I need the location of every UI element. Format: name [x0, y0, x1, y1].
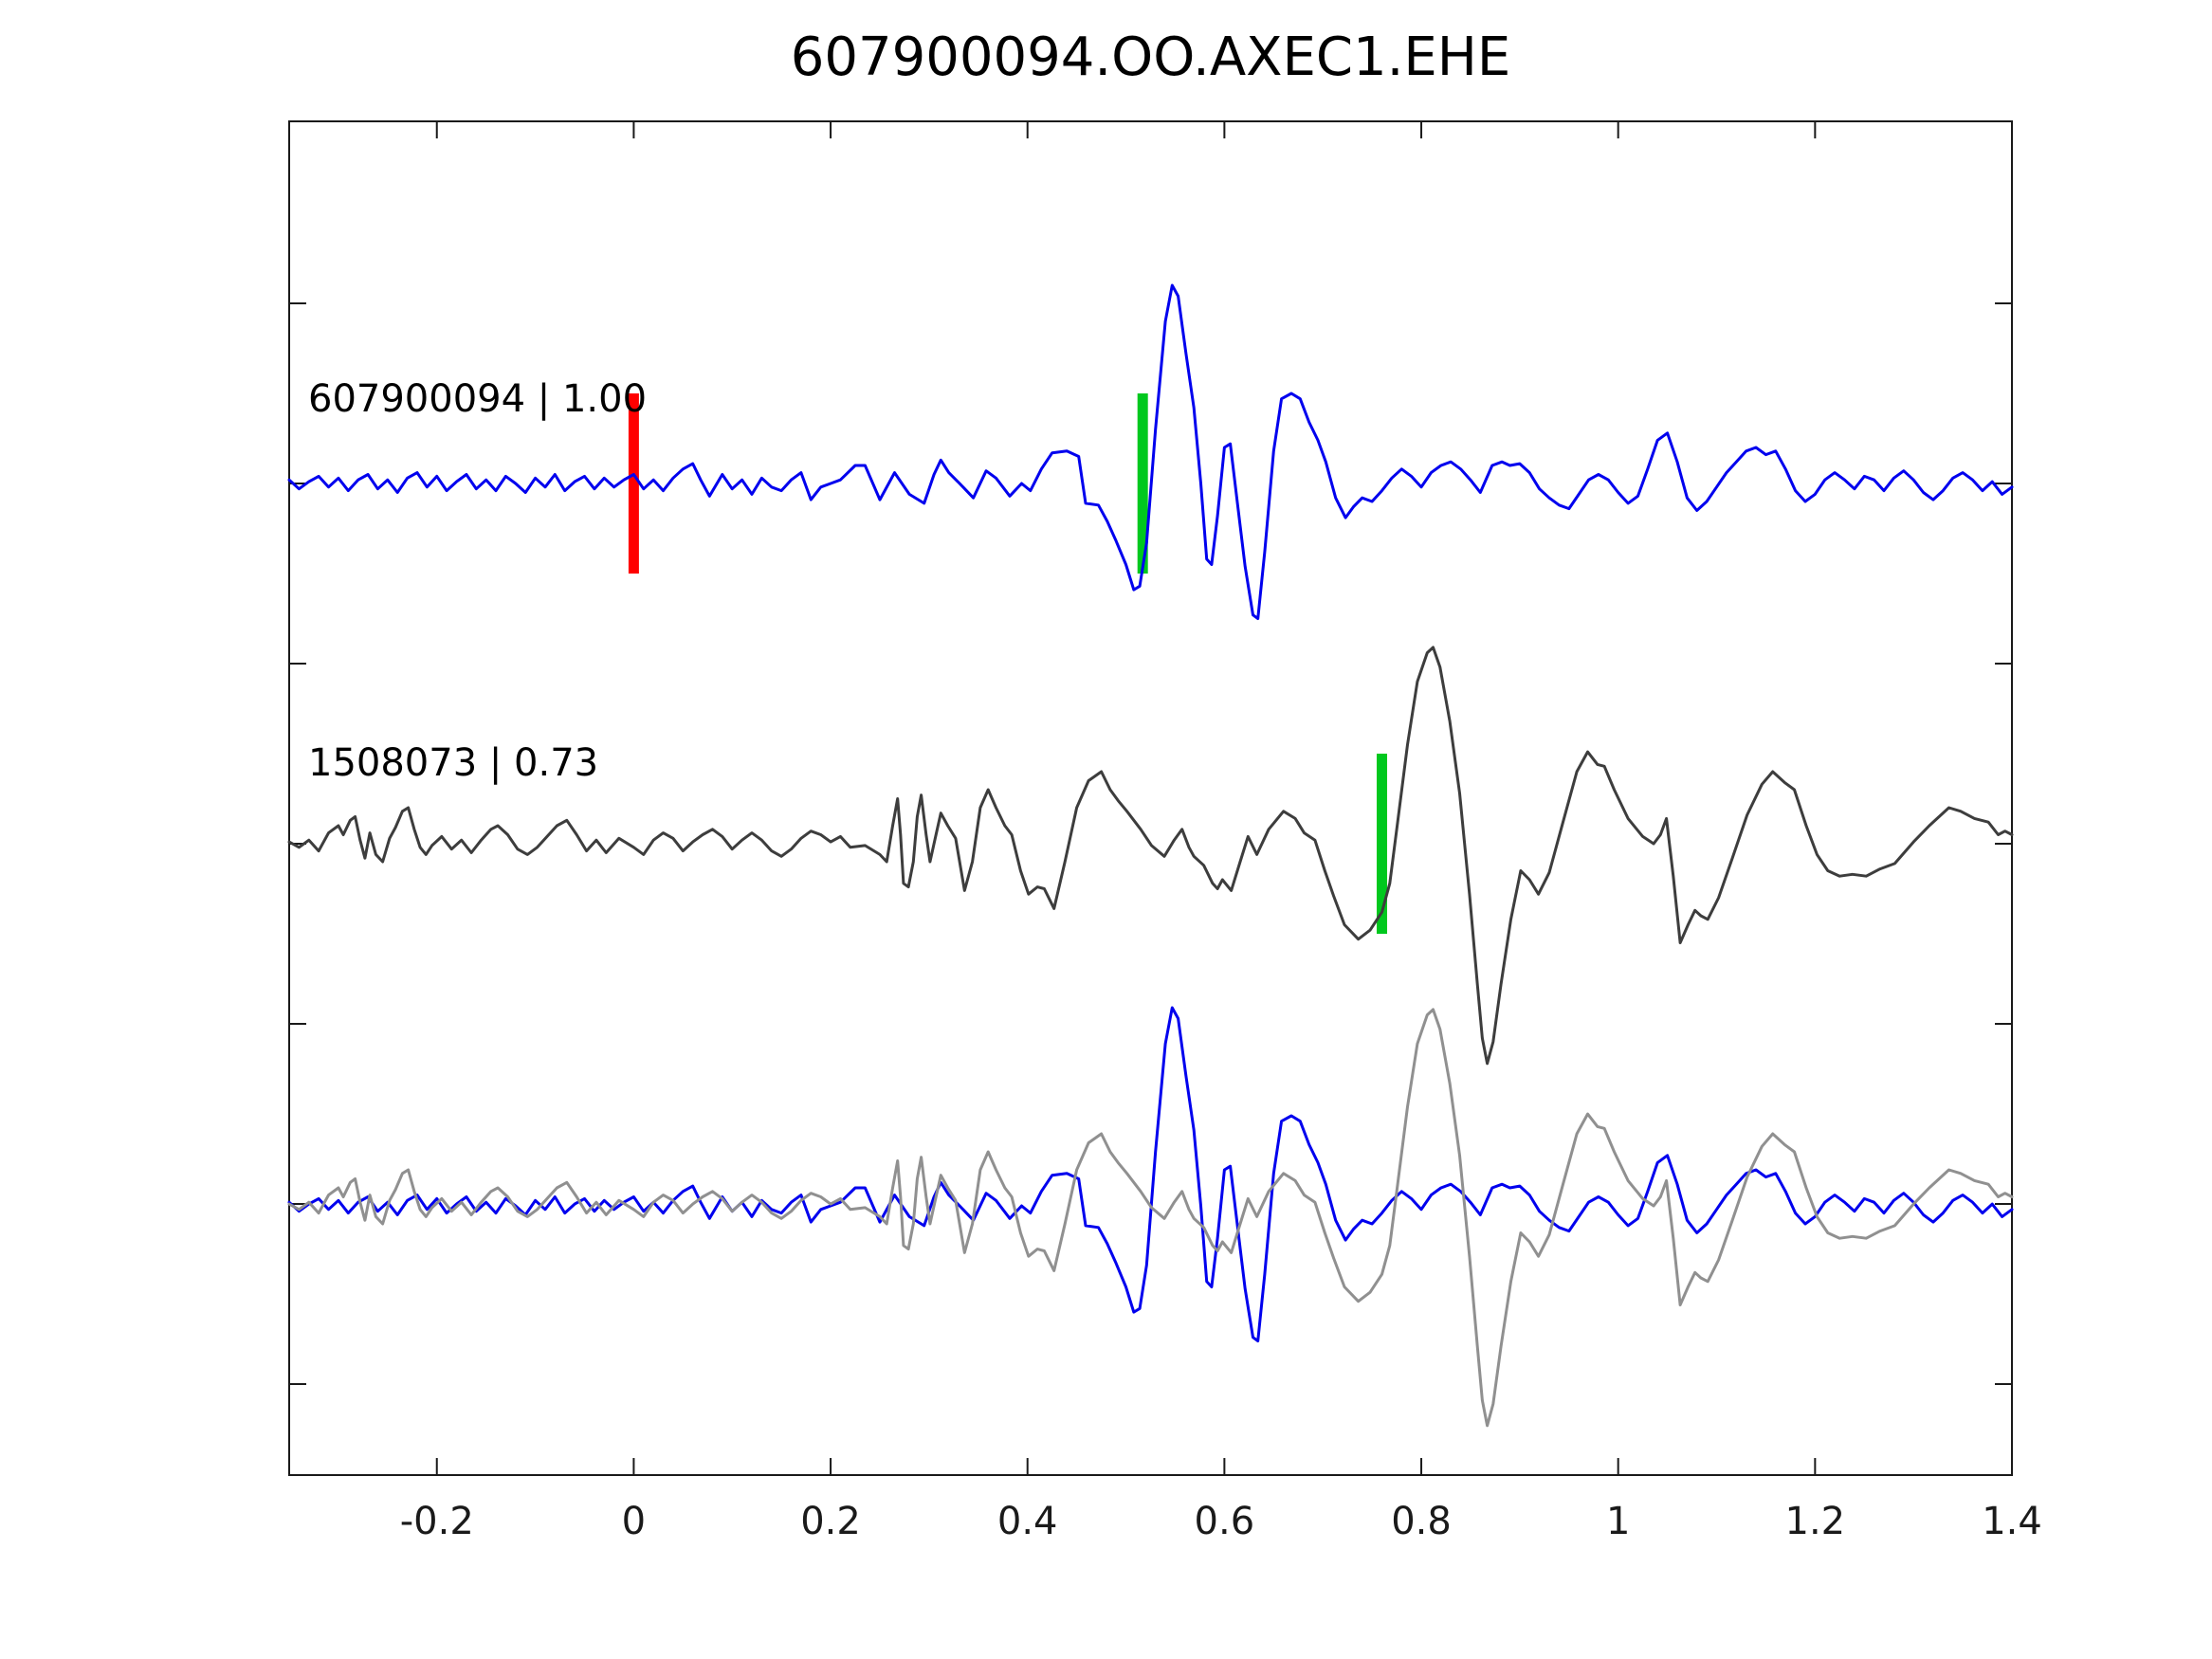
x-tick-label: 0	[622, 1500, 646, 1543]
overlay-1508073	[287, 1008, 2014, 1428]
x-tick-label: 0.8	[1391, 1500, 1452, 1543]
x-tick-label: -0.2	[400, 1500, 474, 1543]
page-title: 607900094.OO.AXEC1.EHE	[790, 27, 1511, 88]
x-tick-label: 0.4	[997, 1500, 1058, 1543]
x-tick-label: 0.6	[1195, 1500, 1255, 1543]
x-tick-label: 1	[1606, 1500, 1630, 1543]
trace-label-top: 607900094 | 1.00	[308, 377, 648, 421]
plot-border	[288, 120, 2013, 1476]
trace-607900094	[287, 283, 2014, 620]
x-tick-label: 1.4	[1982, 1500, 2042, 1543]
x-tick-label: 1.2	[1785, 1500, 1846, 1543]
overlay-607900094	[287, 1006, 2014, 1342]
trace-1508073	[287, 646, 2014, 1066]
trace-label-middle: 1508073 | 0.73	[308, 741, 599, 785]
x-tick-label: 0.2	[800, 1500, 861, 1543]
